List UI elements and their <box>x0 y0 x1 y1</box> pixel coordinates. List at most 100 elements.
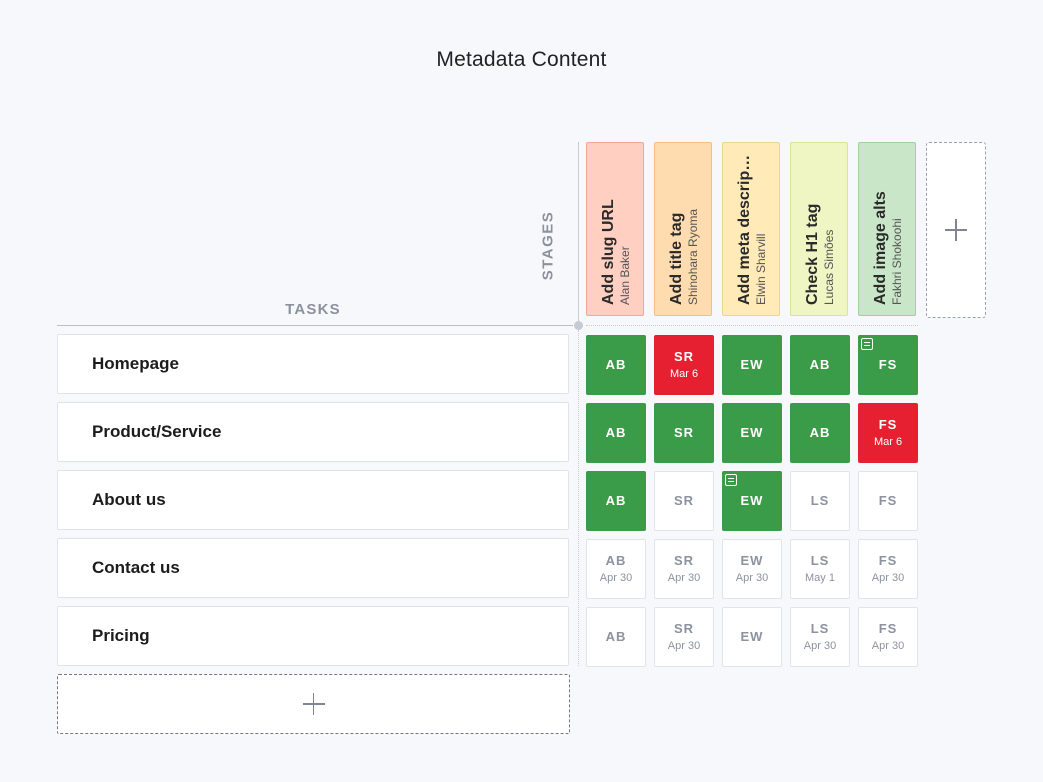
task-label: Contact us <box>92 558 180 577</box>
status-cell[interactable]: AB Apr 30 <box>586 539 646 599</box>
assignee-initials: EW <box>740 629 764 644</box>
stages-label: STAGES <box>539 210 557 280</box>
stage-owner: Fakhri Shokoohi <box>889 218 904 305</box>
page-title: Metadata Content <box>436 48 607 71</box>
status-cell[interactable]: EW <box>722 607 782 667</box>
tasks-divider <box>57 325 573 326</box>
assignee-initials: LS <box>810 553 830 568</box>
stages-header: STAGES <box>531 210 565 280</box>
stage-name: Add title tag <box>667 212 685 305</box>
due-date: Apr 30 <box>871 640 905 652</box>
assignee-initials: FS <box>878 417 898 432</box>
status-cell[interactable]: FS Apr 30 <box>858 539 918 599</box>
status-cell[interactable]: AB <box>586 607 646 667</box>
assignee-initials: FS <box>878 493 898 508</box>
status-cell[interactable]: AB <box>586 403 646 463</box>
stage-text: Add title tag Shinohara Ryoma <box>662 149 704 309</box>
status-cell[interactable]: SR <box>654 403 714 463</box>
assignee-initials: SR <box>673 493 695 508</box>
status-cell[interactable]: SR Apr 30 <box>654 607 714 667</box>
status-cell[interactable]: AB <box>586 335 646 395</box>
stage-owner: Shinohara Ryoma <box>685 208 700 305</box>
stage-card[interactable]: Add meta descrip… Elwin Sharvill <box>722 142 780 316</box>
status-cell[interactable]: SR Apr 30 <box>654 539 714 599</box>
assignee-initials: EW <box>740 493 764 508</box>
assignee-initials: AB <box>809 357 831 372</box>
plus-icon <box>945 219 967 241</box>
status-cell[interactable]: SR <box>654 471 714 531</box>
status-cell[interactable]: EW <box>722 335 782 395</box>
stage-owner: Elwin Sharvill <box>753 233 768 305</box>
stage-card[interactable]: Check H1 tag Lucas Simões <box>790 142 848 316</box>
status-cell[interactable]: EW Apr 30 <box>722 539 782 599</box>
status-cell[interactable]: EW <box>722 403 782 463</box>
assignee-initials: EW <box>740 553 764 568</box>
due-date: Apr 30 <box>735 572 769 584</box>
stage-name: Add slug URL <box>599 199 617 305</box>
status-cell[interactable]: LS May 1 <box>790 539 850 599</box>
stage-text: Check H1 tag Lucas Simões <box>798 149 840 309</box>
add-task-button[interactable] <box>57 674 570 734</box>
assignee-initials: AB <box>605 357 627 372</box>
stage-card[interactable]: Add title tag Shinohara Ryoma <box>654 142 712 316</box>
status-cell[interactable]: AB <box>586 471 646 531</box>
task-row[interactable]: Contact us <box>57 538 569 598</box>
tasks-label: TASKS <box>285 301 341 318</box>
assignee-initials: AB <box>605 629 627 644</box>
assignee-initials: LS <box>810 621 830 636</box>
due-date: Apr 30 <box>803 640 837 652</box>
assignee-initials: FS <box>878 621 898 636</box>
assignee-initials: AB <box>809 425 831 440</box>
stage-owner: Lucas Simões <box>821 229 836 305</box>
task-label: Homepage <box>92 354 179 373</box>
status-cell[interactable]: SR Mar 6 <box>654 335 714 395</box>
grid-top-divider <box>586 325 918 326</box>
assignee-initials: LS <box>810 493 830 508</box>
stage-card[interactable]: Add slug URL Alan Baker <box>586 142 644 316</box>
corner-dot <box>574 321 583 330</box>
stage-name: Check H1 tag <box>803 203 821 305</box>
task-label: Product/Service <box>92 422 222 441</box>
assignee-initials: SR <box>673 349 695 364</box>
due-date: May 1 <box>805 572 835 584</box>
assignee-initials: AB <box>605 493 627 508</box>
status-cell[interactable]: LS Apr 30 <box>790 607 850 667</box>
assignee-initials: EW <box>740 357 764 372</box>
task-label: About us <box>92 490 166 509</box>
assignee-initials: FS <box>878 553 898 568</box>
stage-owner: Alan Baker <box>617 246 632 305</box>
stage-name: Add image alts <box>871 191 889 305</box>
stages-divider <box>578 142 579 325</box>
assignee-initials: AB <box>605 425 627 440</box>
due-date: Apr 30 <box>871 572 905 584</box>
status-cell[interactable]: FS Apr 30 <box>858 607 918 667</box>
add-stage-button[interactable] <box>926 142 986 318</box>
task-row[interactable]: Pricing <box>57 606 569 666</box>
status-cell[interactable]: AB <box>790 403 850 463</box>
stage-text: Add meta descrip… Elwin Sharvill <box>730 149 772 309</box>
note-icon <box>861 338 873 350</box>
grid-left-divider <box>578 330 579 666</box>
assignee-initials: AB <box>605 553 627 568</box>
due-date: Apr 30 <box>599 572 633 584</box>
status-cell[interactable]: AB <box>790 335 850 395</box>
stage-text: Add slug URL Alan Baker <box>594 149 636 309</box>
due-date: Apr 30 <box>667 640 701 652</box>
task-row[interactable]: About us <box>57 470 569 530</box>
task-row[interactable]: Homepage <box>57 334 569 394</box>
task-label: Pricing <box>92 626 150 645</box>
status-cell[interactable]: LS <box>790 471 850 531</box>
status-cell[interactable]: EW <box>722 471 782 531</box>
task-row[interactable]: Product/Service <box>57 402 569 462</box>
assignee-initials: EW <box>740 425 764 440</box>
status-cell[interactable]: FS <box>858 335 918 395</box>
note-icon <box>725 474 737 486</box>
assignee-initials: SR <box>673 621 695 636</box>
due-date: Mar 6 <box>873 436 903 448</box>
status-cell[interactable]: FS Mar 6 <box>858 403 918 463</box>
due-date: Mar 6 <box>669 368 699 380</box>
status-cell[interactable]: FS <box>858 471 918 531</box>
stage-text: Add image alts Fakhri Shokoohi <box>866 149 908 309</box>
assignee-initials: SR <box>673 425 695 440</box>
stage-card[interactable]: Add image alts Fakhri Shokoohi <box>858 142 916 316</box>
